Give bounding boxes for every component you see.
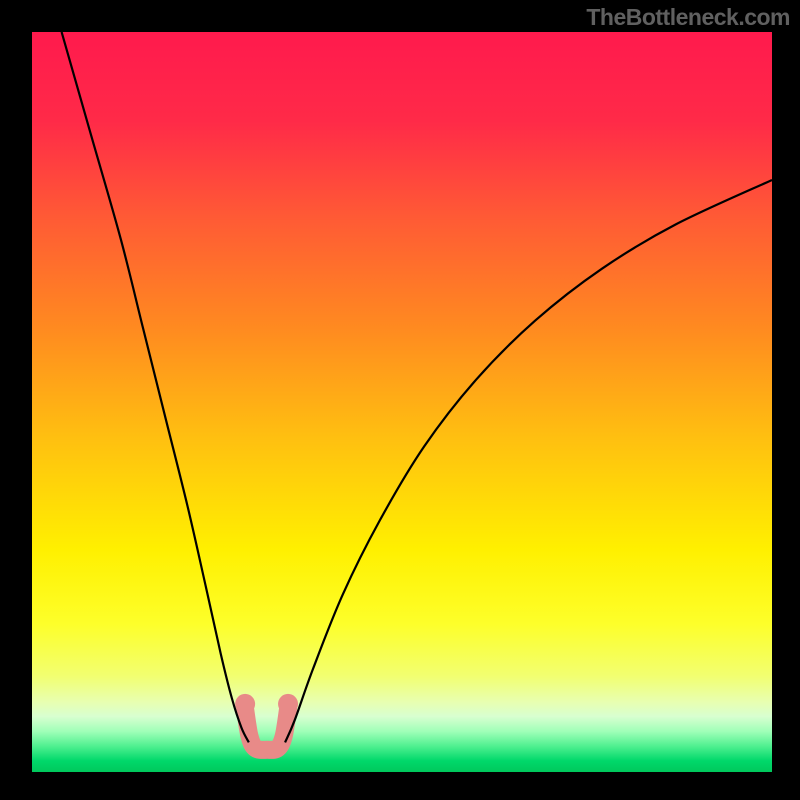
trough-dot-right — [278, 694, 298, 714]
curve-left — [62, 32, 249, 742]
trough-marker — [245, 709, 288, 750]
watermark-text: TheBottleneck.com — [586, 4, 790, 31]
trough-dot-left — [235, 694, 255, 714]
curve-right — [285, 180, 772, 742]
curves-layer — [32, 32, 772, 772]
plot-area — [32, 32, 772, 772]
chart-container: TheBottleneck.com — [0, 0, 800, 800]
